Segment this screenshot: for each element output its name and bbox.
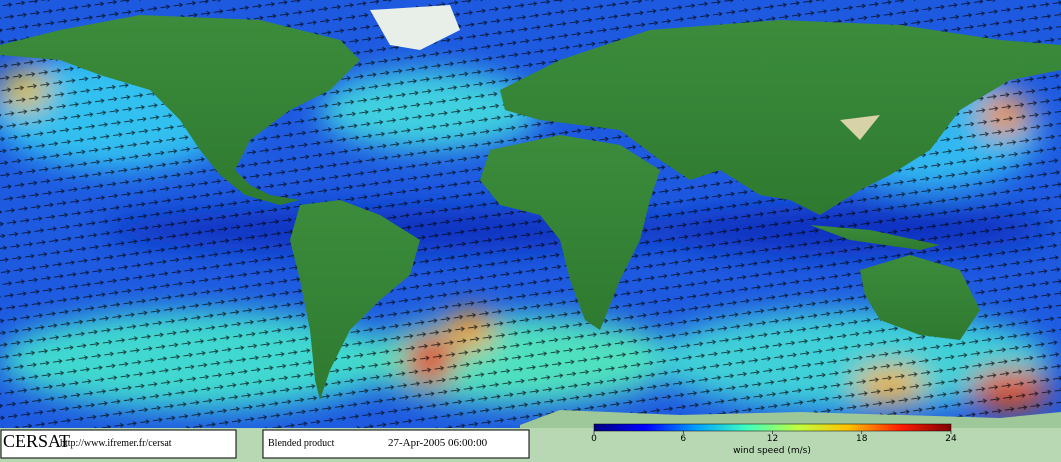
continents — [0, 5, 1061, 462]
product-box — [262, 429, 530, 459]
timestamp: 27-Apr-2005 06:00:00 — [388, 437, 488, 449]
colorbar-tick-label: 18 — [856, 434, 868, 444]
colorbar-label: wind speed (m/s) — [733, 446, 811, 456]
colorbar-tick-label: 0 — [591, 434, 597, 444]
product: Blended product — [268, 438, 335, 449]
colorbar: wind speed (m/s) 0 6 12 18 24 — [591, 423, 957, 456]
colorbar-scale — [593, 423, 952, 432]
colorbar-tick-label: 12 — [767, 434, 778, 444]
colorbar-tick-label: 6 — [680, 434, 686, 444]
url: http://www.ifremer.fr/cersat — [60, 438, 172, 449]
colorbar-tick-label: 24 — [945, 434, 957, 444]
logo-box — [0, 429, 237, 459]
logo: CERSAT — [3, 431, 70, 451]
